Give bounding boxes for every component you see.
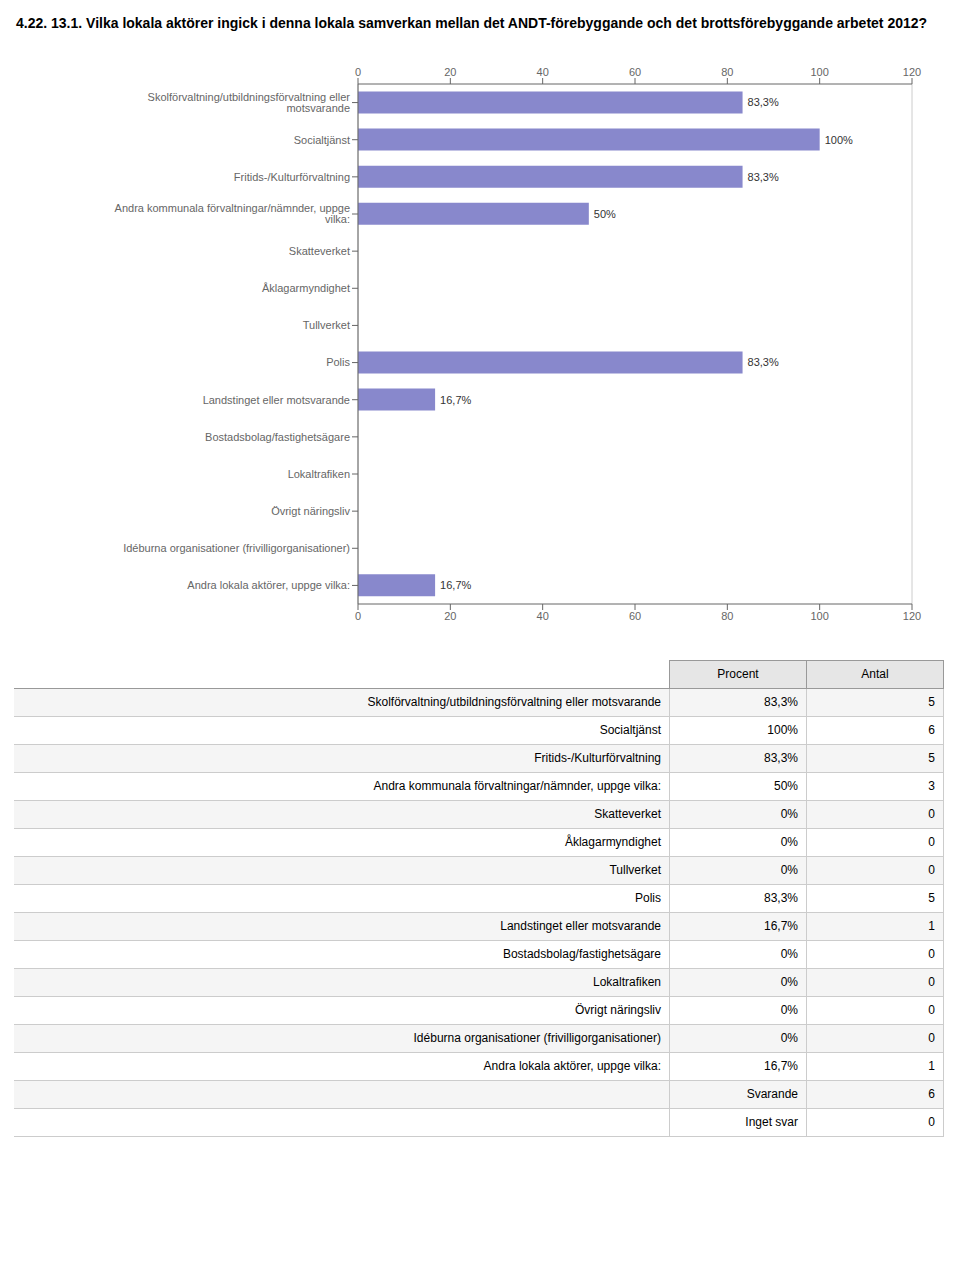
html-text:0%: 0% bbox=[780, 1031, 798, 1046]
svg-text:40: 40 bbox=[537, 66, 549, 78]
html-text:Svarande: Svarande bbox=[746, 1087, 798, 1102]
svg-text:16,7%: 16,7% bbox=[440, 579, 471, 591]
html-text:0%: 0% bbox=[780, 863, 798, 878]
html-text:5: 5 bbox=[928, 891, 935, 906]
html-text:0%: 0% bbox=[780, 947, 798, 962]
svg-text:80: 80 bbox=[721, 66, 733, 78]
html-text:Landstinget eller motsvarande: Landstinget eller motsvarande bbox=[500, 919, 661, 934]
svg-text:Socialtjänst: Socialtjänst bbox=[294, 133, 350, 145]
html-text:Andra lokala aktörer, uppge vi: Andra lokala aktörer, uppge vilka: bbox=[483, 1059, 661, 1074]
html-text:Bostadsbolag/fastighetsägare: Bostadsbolag/fastighetsägare bbox=[502, 947, 661, 962]
html-text:50%: 50% bbox=[774, 779, 798, 794]
html-text:16,7%: 16,7% bbox=[764, 1059, 798, 1074]
html-text:1: 1 bbox=[928, 1059, 935, 1074]
svg-text:0: 0 bbox=[355, 66, 361, 78]
html-text:0: 0 bbox=[928, 807, 935, 822]
svg-text:Skatteverket: Skatteverket bbox=[289, 245, 350, 257]
svg-text:Skolförvaltning/utbildningsför: Skolförvaltning/utbildningsförvaltning e… bbox=[148, 91, 351, 114]
html-text:Lokaltrafiken: Lokaltrafiken bbox=[593, 975, 661, 990]
html-text:Socialtjänst: Socialtjänst bbox=[599, 723, 661, 738]
svg-text:120: 120 bbox=[903, 66, 921, 78]
html-text:Polis: Polis bbox=[635, 891, 661, 906]
svg-text:Andra lokala aktörer, uppge vi: Andra lokala aktörer, uppge vilka: bbox=[187, 579, 350, 591]
svg-text:16,7%: 16,7% bbox=[440, 393, 471, 405]
html-text:5: 5 bbox=[928, 751, 935, 766]
html-text:16,7%: 16,7% bbox=[764, 919, 798, 934]
svg-text:60: 60 bbox=[629, 66, 641, 78]
html-text:0: 0 bbox=[928, 947, 935, 962]
html-text:Fritids-/Kulturförvaltning: Fritids-/Kulturförvaltning bbox=[534, 751, 661, 766]
svg-text:0: 0 bbox=[355, 609, 361, 621]
html-text:Tullverket: Tullverket bbox=[609, 863, 661, 878]
html-text:0: 0 bbox=[928, 835, 935, 850]
html-text:Åklagarmyndighet: Åklagarmyndighet bbox=[564, 835, 661, 850]
svg-text:Andra kommunala förvaltningar/: Andra kommunala förvaltningar/nämnder, u… bbox=[115, 202, 350, 225]
svg-text:80: 80 bbox=[721, 609, 733, 621]
svg-text:Tullverket: Tullverket bbox=[303, 319, 350, 331]
html-text:Övrigt näringsliv: Övrigt näringsliv bbox=[575, 1003, 661, 1018]
html-text:Procent: Procent bbox=[717, 667, 759, 682]
html-text:0%: 0% bbox=[780, 807, 798, 822]
svg-text:Polis: Polis bbox=[326, 356, 350, 368]
html-text:Skatteverket: Skatteverket bbox=[594, 807, 661, 822]
html-text:6: 6 bbox=[928, 723, 935, 738]
html-text:0: 0 bbox=[928, 1115, 935, 1130]
html-text:0: 0 bbox=[928, 1031, 935, 1046]
html-text:Idéburna organisationer (frivi: Idéburna organisationer (frivilligorgani… bbox=[413, 1031, 661, 1046]
svg-text:83,3%: 83,3% bbox=[748, 356, 779, 368]
svg-text:83,3%: 83,3% bbox=[748, 96, 779, 108]
svg-text:Bostadsbolag/fastighetsägare: Bostadsbolag/fastighetsägare bbox=[205, 430, 350, 442]
html-text:0: 0 bbox=[928, 975, 935, 990]
html-text:Andra kommunala förvaltningar/: Andra kommunala förvaltningar/nämnder, u… bbox=[373, 779, 661, 794]
html-text:83,3%: 83,3% bbox=[764, 891, 798, 906]
html-text:Inget svar: Inget svar bbox=[745, 1115, 798, 1130]
svg-text:50%: 50% bbox=[594, 207, 616, 219]
html-text:3: 3 bbox=[928, 779, 935, 794]
html-text:0%: 0% bbox=[780, 1003, 798, 1018]
svg-text:Åklagarmyndighet: Åklagarmyndighet bbox=[262, 282, 350, 294]
html-text:83,3%: 83,3% bbox=[764, 751, 798, 766]
svg-text:Övrigt näringsliv: Övrigt näringsliv bbox=[271, 505, 350, 517]
svg-text:83,3%: 83,3% bbox=[748, 170, 779, 182]
html-text:83,3%: 83,3% bbox=[764, 695, 798, 710]
html-text:0: 0 bbox=[928, 863, 935, 878]
svg-text:120: 120 bbox=[903, 609, 921, 621]
svg-text:40: 40 bbox=[537, 609, 549, 621]
html-text:Antal: Antal bbox=[861, 667, 889, 682]
html-text:100%: 100% bbox=[767, 723, 798, 738]
svg-text:100: 100 bbox=[810, 609, 828, 621]
html-text:Skolförvaltning/utbildningsför: Skolförvaltning/utbildningsförvaltning e… bbox=[367, 695, 661, 710]
html-text:5: 5 bbox=[928, 695, 935, 710]
html-text:4.22. 13.1. Vilka lokala aktör: 4.22. 13.1. Vilka lokala aktörer ingick … bbox=[16, 15, 928, 31]
svg-text:Lokaltrafiken: Lokaltrafiken bbox=[288, 467, 350, 479]
html-text:0: 0 bbox=[928, 1003, 935, 1018]
svg-text:100: 100 bbox=[810, 66, 828, 78]
svg-text:20: 20 bbox=[444, 66, 456, 78]
svg-text:Idéburna organisationer (frivi: Idéburna organisationer (frivilligorgani… bbox=[123, 542, 350, 554]
html-text:0%: 0% bbox=[780, 835, 798, 850]
html-text:0%: 0% bbox=[780, 975, 798, 990]
svg-text:60: 60 bbox=[629, 609, 641, 621]
svg-text:20: 20 bbox=[444, 609, 456, 621]
svg-text:Landstinget eller motsvarande: Landstinget eller motsvarande bbox=[203, 393, 350, 405]
svg-text:Fritids-/Kulturförvaltning: Fritids-/Kulturförvaltning bbox=[234, 170, 350, 182]
html-text:1: 1 bbox=[928, 919, 935, 934]
html-text:6: 6 bbox=[928, 1087, 935, 1102]
svg-text:100%: 100% bbox=[825, 133, 853, 145]
